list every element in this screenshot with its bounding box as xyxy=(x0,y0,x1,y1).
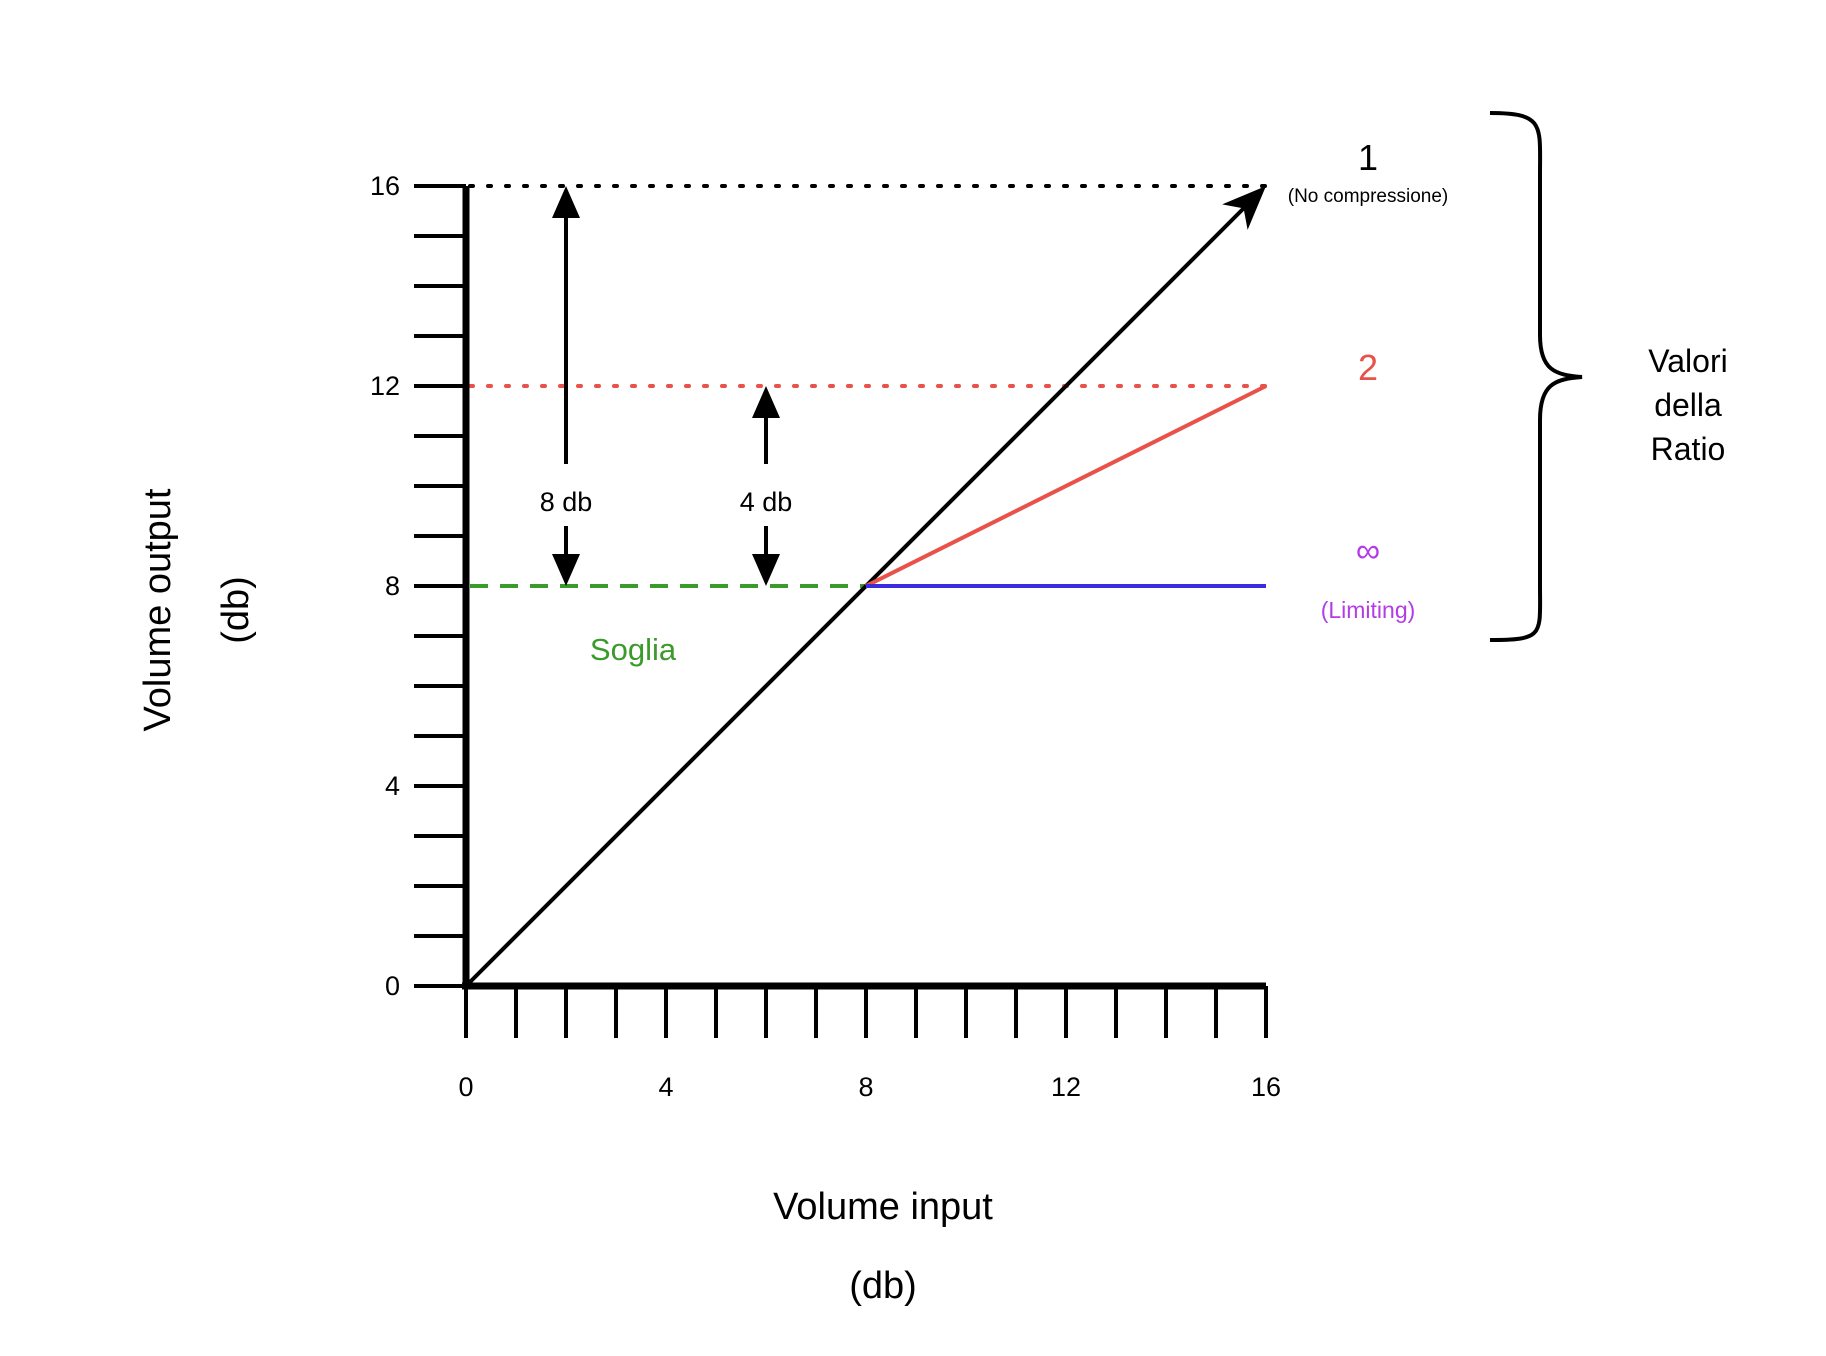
series-line-1 xyxy=(464,198,1254,988)
x-tick-label: 12 xyxy=(1051,1072,1081,1102)
y-tick-label: 8 xyxy=(385,571,400,601)
brace-label-line-3: Ratio xyxy=(1651,431,1726,467)
brace-label-line-1: Valori xyxy=(1648,343,1727,379)
x-axis-unit: (db) xyxy=(849,1265,917,1307)
y-tick-label: 16 xyxy=(370,171,400,201)
x-tick-label: 4 xyxy=(658,1072,673,1102)
series-sublabel-infinity: (Limiting) xyxy=(1321,597,1416,623)
y-axis-label: Volume output xyxy=(137,488,179,731)
x-tick-label: 8 xyxy=(858,1072,873,1102)
series-arrowhead-1 xyxy=(1222,186,1266,230)
x-tick-label: 16 xyxy=(1251,1072,1281,1102)
y-axis-unit: (db) xyxy=(215,576,257,644)
series-labels: 1 (No compressione) 2 ∞ (Limiting) xyxy=(1288,137,1449,623)
series-label-2: 2 xyxy=(1358,347,1378,388)
series-label-1: 1 xyxy=(1358,137,1378,178)
series-sublabel-1: (No compressione) xyxy=(1288,186,1449,207)
series-group xyxy=(464,186,1267,988)
annotation-label: 4 db xyxy=(740,487,793,517)
brace-label-line-2: della xyxy=(1654,387,1722,423)
level-annotations: 8 db 4 db xyxy=(540,186,793,586)
y-tick-label: 0 xyxy=(385,971,400,1001)
ratio-brace xyxy=(1489,111,1583,642)
axis-ticks: 0 4 8 12 16 0 4 8 12 16 xyxy=(370,171,1281,1102)
annotation-label: 8 db xyxy=(540,487,593,517)
x-axis-label: Volume input xyxy=(773,1186,993,1228)
soglia-label: Soglia xyxy=(590,632,677,667)
annotation-arrowhead-up xyxy=(552,186,580,218)
annotation-arrowhead-up xyxy=(752,386,780,418)
reference-lines xyxy=(468,184,1268,588)
x-tick-label: 0 xyxy=(458,1072,473,1102)
series-line-2 xyxy=(865,384,1267,588)
annotation-arrowhead-down xyxy=(752,554,780,586)
series-label-infinity: ∞ xyxy=(1356,532,1380,570)
y-tick-label: 12 xyxy=(370,371,400,401)
y-tick-label: 4 xyxy=(385,771,400,801)
annotation-arrowhead-down xyxy=(552,554,580,586)
